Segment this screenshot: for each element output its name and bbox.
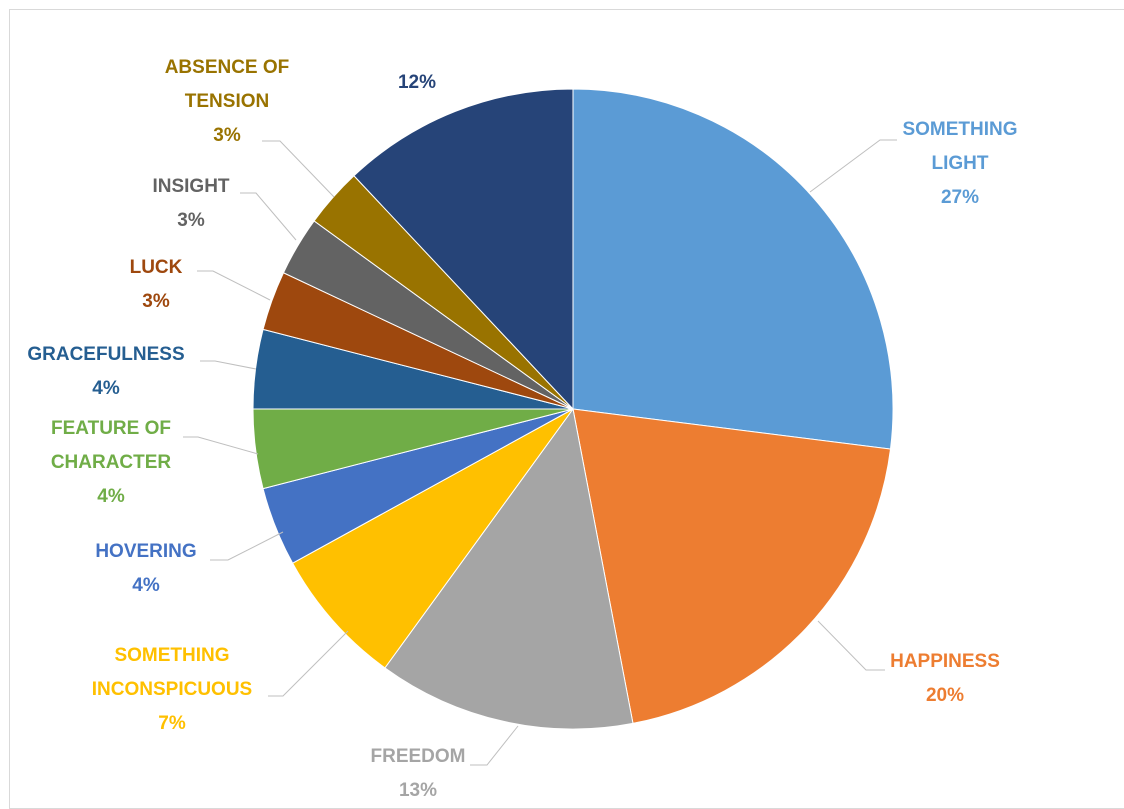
slice-value-label: 3% bbox=[177, 210, 205, 231]
slice-category-label: SOMETHING bbox=[114, 645, 229, 666]
leader-line bbox=[183, 436, 259, 455]
slice-value-label: 4% bbox=[132, 575, 160, 596]
slice-value-label: 12% bbox=[398, 72, 436, 93]
pie-slices bbox=[252, 88, 894, 730]
data-labels: SOMETHING LIGHT 27% HAPPINESS 20% FREEDOM 13% S… bbox=[27, 57, 1017, 801]
slice-value-label: 4% bbox=[92, 378, 120, 399]
leader-lines bbox=[183, 139, 897, 766]
slice-value-label: 27% bbox=[941, 187, 979, 208]
leader-line bbox=[268, 630, 349, 697]
leader-line bbox=[470, 725, 519, 766]
slice-category-label: INSIGHT bbox=[152, 176, 229, 197]
slice-category-label: TENSION bbox=[185, 91, 269, 112]
slice-value-label: 20% bbox=[926, 685, 964, 706]
leader-line bbox=[817, 620, 885, 671]
pie-slice bbox=[291, 408, 574, 669]
slice-category-label: CHARACTER bbox=[51, 452, 172, 473]
pie-slice bbox=[384, 407, 634, 730]
slice-category-label: SOMETHING bbox=[902, 119, 1017, 140]
slice-value-label: 7% bbox=[158, 713, 186, 734]
slice-value-label: 4% bbox=[97, 486, 125, 507]
pie-slice bbox=[572, 408, 892, 724]
leader-line bbox=[210, 531, 284, 561]
slice-category-label: GRACEFULNESS bbox=[27, 344, 184, 365]
slice-category-label: LIGHT bbox=[932, 153, 989, 174]
leader-line bbox=[809, 139, 897, 193]
slice-category-label: FREEDOM bbox=[371, 746, 466, 767]
slice-category-label: INCONSPICUOUS bbox=[92, 679, 252, 700]
pie-slice bbox=[353, 88, 574, 411]
leader-line bbox=[262, 140, 335, 198]
leader-line bbox=[200, 360, 257, 370]
slice-category-label: HOVERING bbox=[95, 541, 196, 562]
slice-category-label: FEATURE OF bbox=[51, 418, 171, 439]
slice-category-label: ABSENCE OF bbox=[165, 57, 290, 78]
leader-line bbox=[240, 192, 297, 241]
slice-value-label: 3% bbox=[213, 125, 241, 146]
leader-line bbox=[197, 270, 271, 301]
slice-category-label: LUCK bbox=[130, 257, 183, 278]
slice-category-label: HAPPINESS bbox=[890, 651, 1000, 672]
slice-value-label: 3% bbox=[142, 291, 170, 312]
pie-slice bbox=[572, 88, 894, 450]
slice-value-label: 13% bbox=[399, 780, 437, 801]
